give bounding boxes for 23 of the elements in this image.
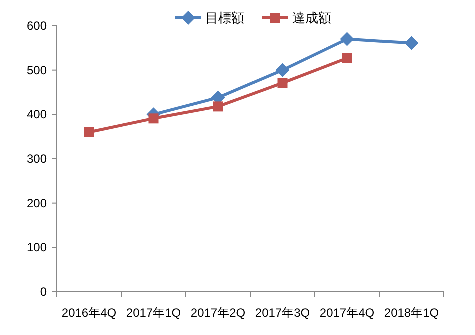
point [84,127,94,138]
x-tick-label: 2017年3Q [255,306,310,320]
point [340,32,354,46]
y-tick-label: 200 [26,196,48,210]
x-tick-label: 2016年4Q [62,306,117,320]
point [213,102,224,112]
x-tick-label: 2017年1Q [126,306,182,320]
point [276,63,290,78]
x-tick-label: 2017年2Q [190,306,246,320]
y-tick-label: 100 [26,240,48,255]
x-tick-label: 2018年1Q [384,306,440,320]
point [148,114,159,124]
x-tick-label: 2017年4Q [320,306,375,320]
y-tick-label: 0 [40,285,48,299]
legend-label: 達成額 [292,10,332,26]
point [342,53,352,64]
legend-label: 目標額 [206,10,244,26]
y-tick-label: 600 [26,19,48,33]
y-tick-label: 400 [26,108,48,122]
point [278,78,288,88]
y-tick-label: 300 [26,152,48,166]
y-tick-label: 500 [26,63,48,78]
point [404,36,419,50]
